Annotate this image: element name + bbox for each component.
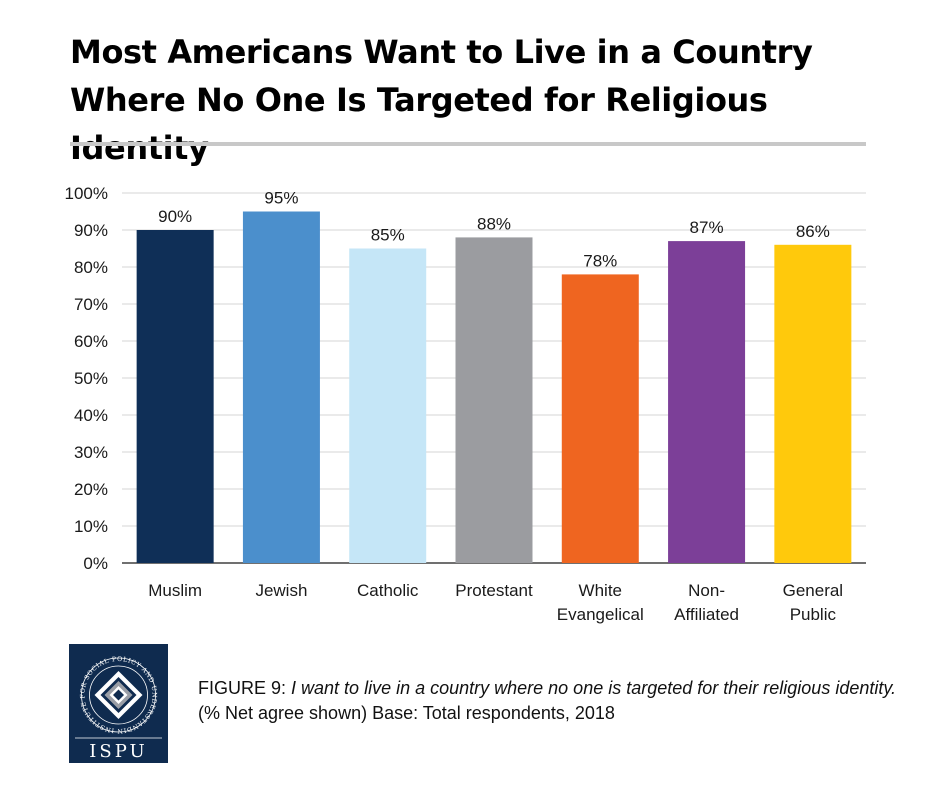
x-tick-label: Affiliated <box>674 605 739 624</box>
y-tick-label: 10% <box>74 517 108 536</box>
y-tick-label: 40% <box>74 406 108 425</box>
data-label: 85% <box>371 226 405 245</box>
title-divider <box>70 142 866 146</box>
y-tick-label: 90% <box>74 221 108 240</box>
y-tick-label: 50% <box>74 369 108 388</box>
x-tick-label: Evangelical <box>557 605 644 624</box>
y-tick-label: 60% <box>74 332 108 351</box>
data-label: 88% <box>477 214 511 233</box>
bar <box>455 237 533 563</box>
y-tick-label: 20% <box>74 480 108 499</box>
data-label: 95% <box>264 189 298 208</box>
survey-question: I want to live in a country where no one… <box>291 678 897 698</box>
x-tick-label: White <box>579 581 622 600</box>
x-tick-label: Public <box>790 605 837 624</box>
y-axis-ticks: 0% 10% 20% 30% 40% 50% 60% 70% 80% 90% 100% <box>65 184 108 573</box>
figure-number: FIGURE 9 <box>198 678 282 698</box>
data-label: 78% <box>583 251 617 270</box>
logo-letters: ISPU <box>89 741 147 762</box>
bar <box>136 230 214 563</box>
value-labels: 90% 95% 85% 88% 78% 87% 86% <box>158 189 830 271</box>
bar <box>349 248 427 563</box>
data-label: 90% <box>158 207 192 226</box>
bars <box>136 211 852 564</box>
x-tick-label: Muslim <box>148 581 202 600</box>
ispu-logo: INSTITUTE FOR SOCIAL POLICY AND UNDERSTA… <box>69 644 168 763</box>
x-tick-label: General <box>783 581 843 600</box>
bar <box>561 274 639 563</box>
y-tick-label: 70% <box>74 295 108 314</box>
x-tick-label: Protestant <box>455 581 533 600</box>
y-tick-label: 0% <box>83 554 108 573</box>
chart-title: Most Americans Want to Live in a Country… <box>70 33 813 167</box>
bar-chart: 0% 10% 20% 30% 40% 50% 60% 70% 80% 90% 100% 90% 95%… <box>65 184 866 624</box>
caption-note: (% Net agree shown) Base: Total responde… <box>198 703 615 723</box>
y-tick-label: 30% <box>74 443 108 462</box>
bar <box>774 244 852 564</box>
x-tick-label: Non- <box>688 581 725 600</box>
bar <box>668 241 746 563</box>
figure-caption: FIGURE 9: I want to live in a country wh… <box>198 676 898 726</box>
x-axis-labels: Muslim Jewish Catholic Protestant White Evang… <box>148 581 843 624</box>
x-tick-label: Jewish <box>255 581 307 600</box>
x-tick-label: Catholic <box>357 581 419 600</box>
bar <box>242 211 320 563</box>
y-tick-label: 100% <box>65 184 108 203</box>
data-label: 87% <box>690 218 724 237</box>
caption-separator: : <box>281 678 292 698</box>
y-tick-label: 80% <box>74 258 108 277</box>
data-label: 86% <box>796 222 830 241</box>
